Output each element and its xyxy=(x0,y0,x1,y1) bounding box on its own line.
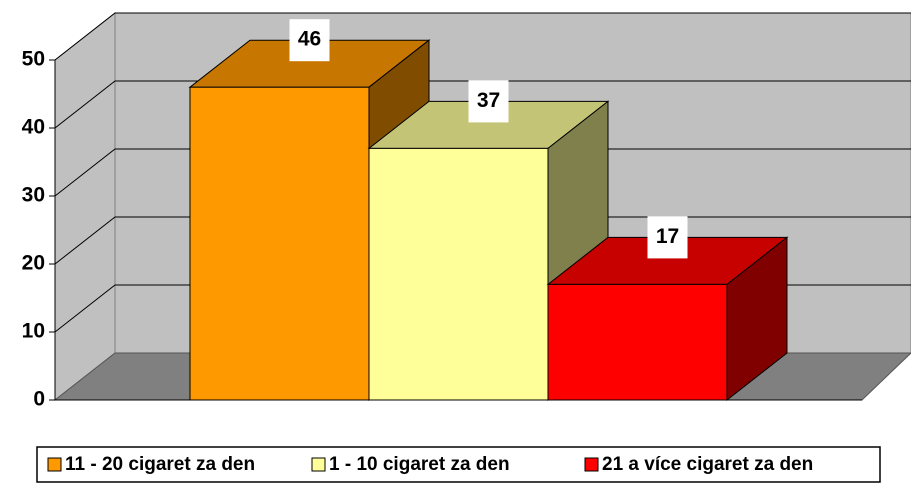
bar xyxy=(189,86,370,401)
grid-line xyxy=(54,148,911,197)
legend-label: 21 a více cigaret za den xyxy=(602,454,813,475)
value-label: 17 xyxy=(656,225,679,248)
value-label-box xyxy=(289,19,330,62)
y-tick-label: 40 xyxy=(22,116,45,139)
value-label-box xyxy=(468,80,509,123)
bar xyxy=(368,147,549,401)
legend-swatch xyxy=(584,457,599,472)
value-label: 37 xyxy=(477,89,500,112)
legend-label: 11 - 20 cigaret za den xyxy=(65,454,255,475)
y-tick-label: 50 xyxy=(22,48,45,71)
bar xyxy=(547,283,728,401)
y-tick-label: 20 xyxy=(22,252,45,275)
legend-swatch xyxy=(47,457,62,472)
y-tick-label: 10 xyxy=(22,320,45,343)
side-wall xyxy=(54,11,116,402)
value-label: 46 xyxy=(298,28,321,51)
y-tick-label: 0 xyxy=(33,388,45,411)
legend-swatch xyxy=(311,457,326,472)
legend xyxy=(36,446,881,483)
grid-line xyxy=(54,12,911,61)
legend-label: 1 - 10 cigaret za den xyxy=(329,454,510,475)
grid-line xyxy=(54,80,911,129)
value-label-box xyxy=(647,216,688,259)
grid-line xyxy=(54,216,911,265)
y-tick-label: 30 xyxy=(22,184,45,207)
